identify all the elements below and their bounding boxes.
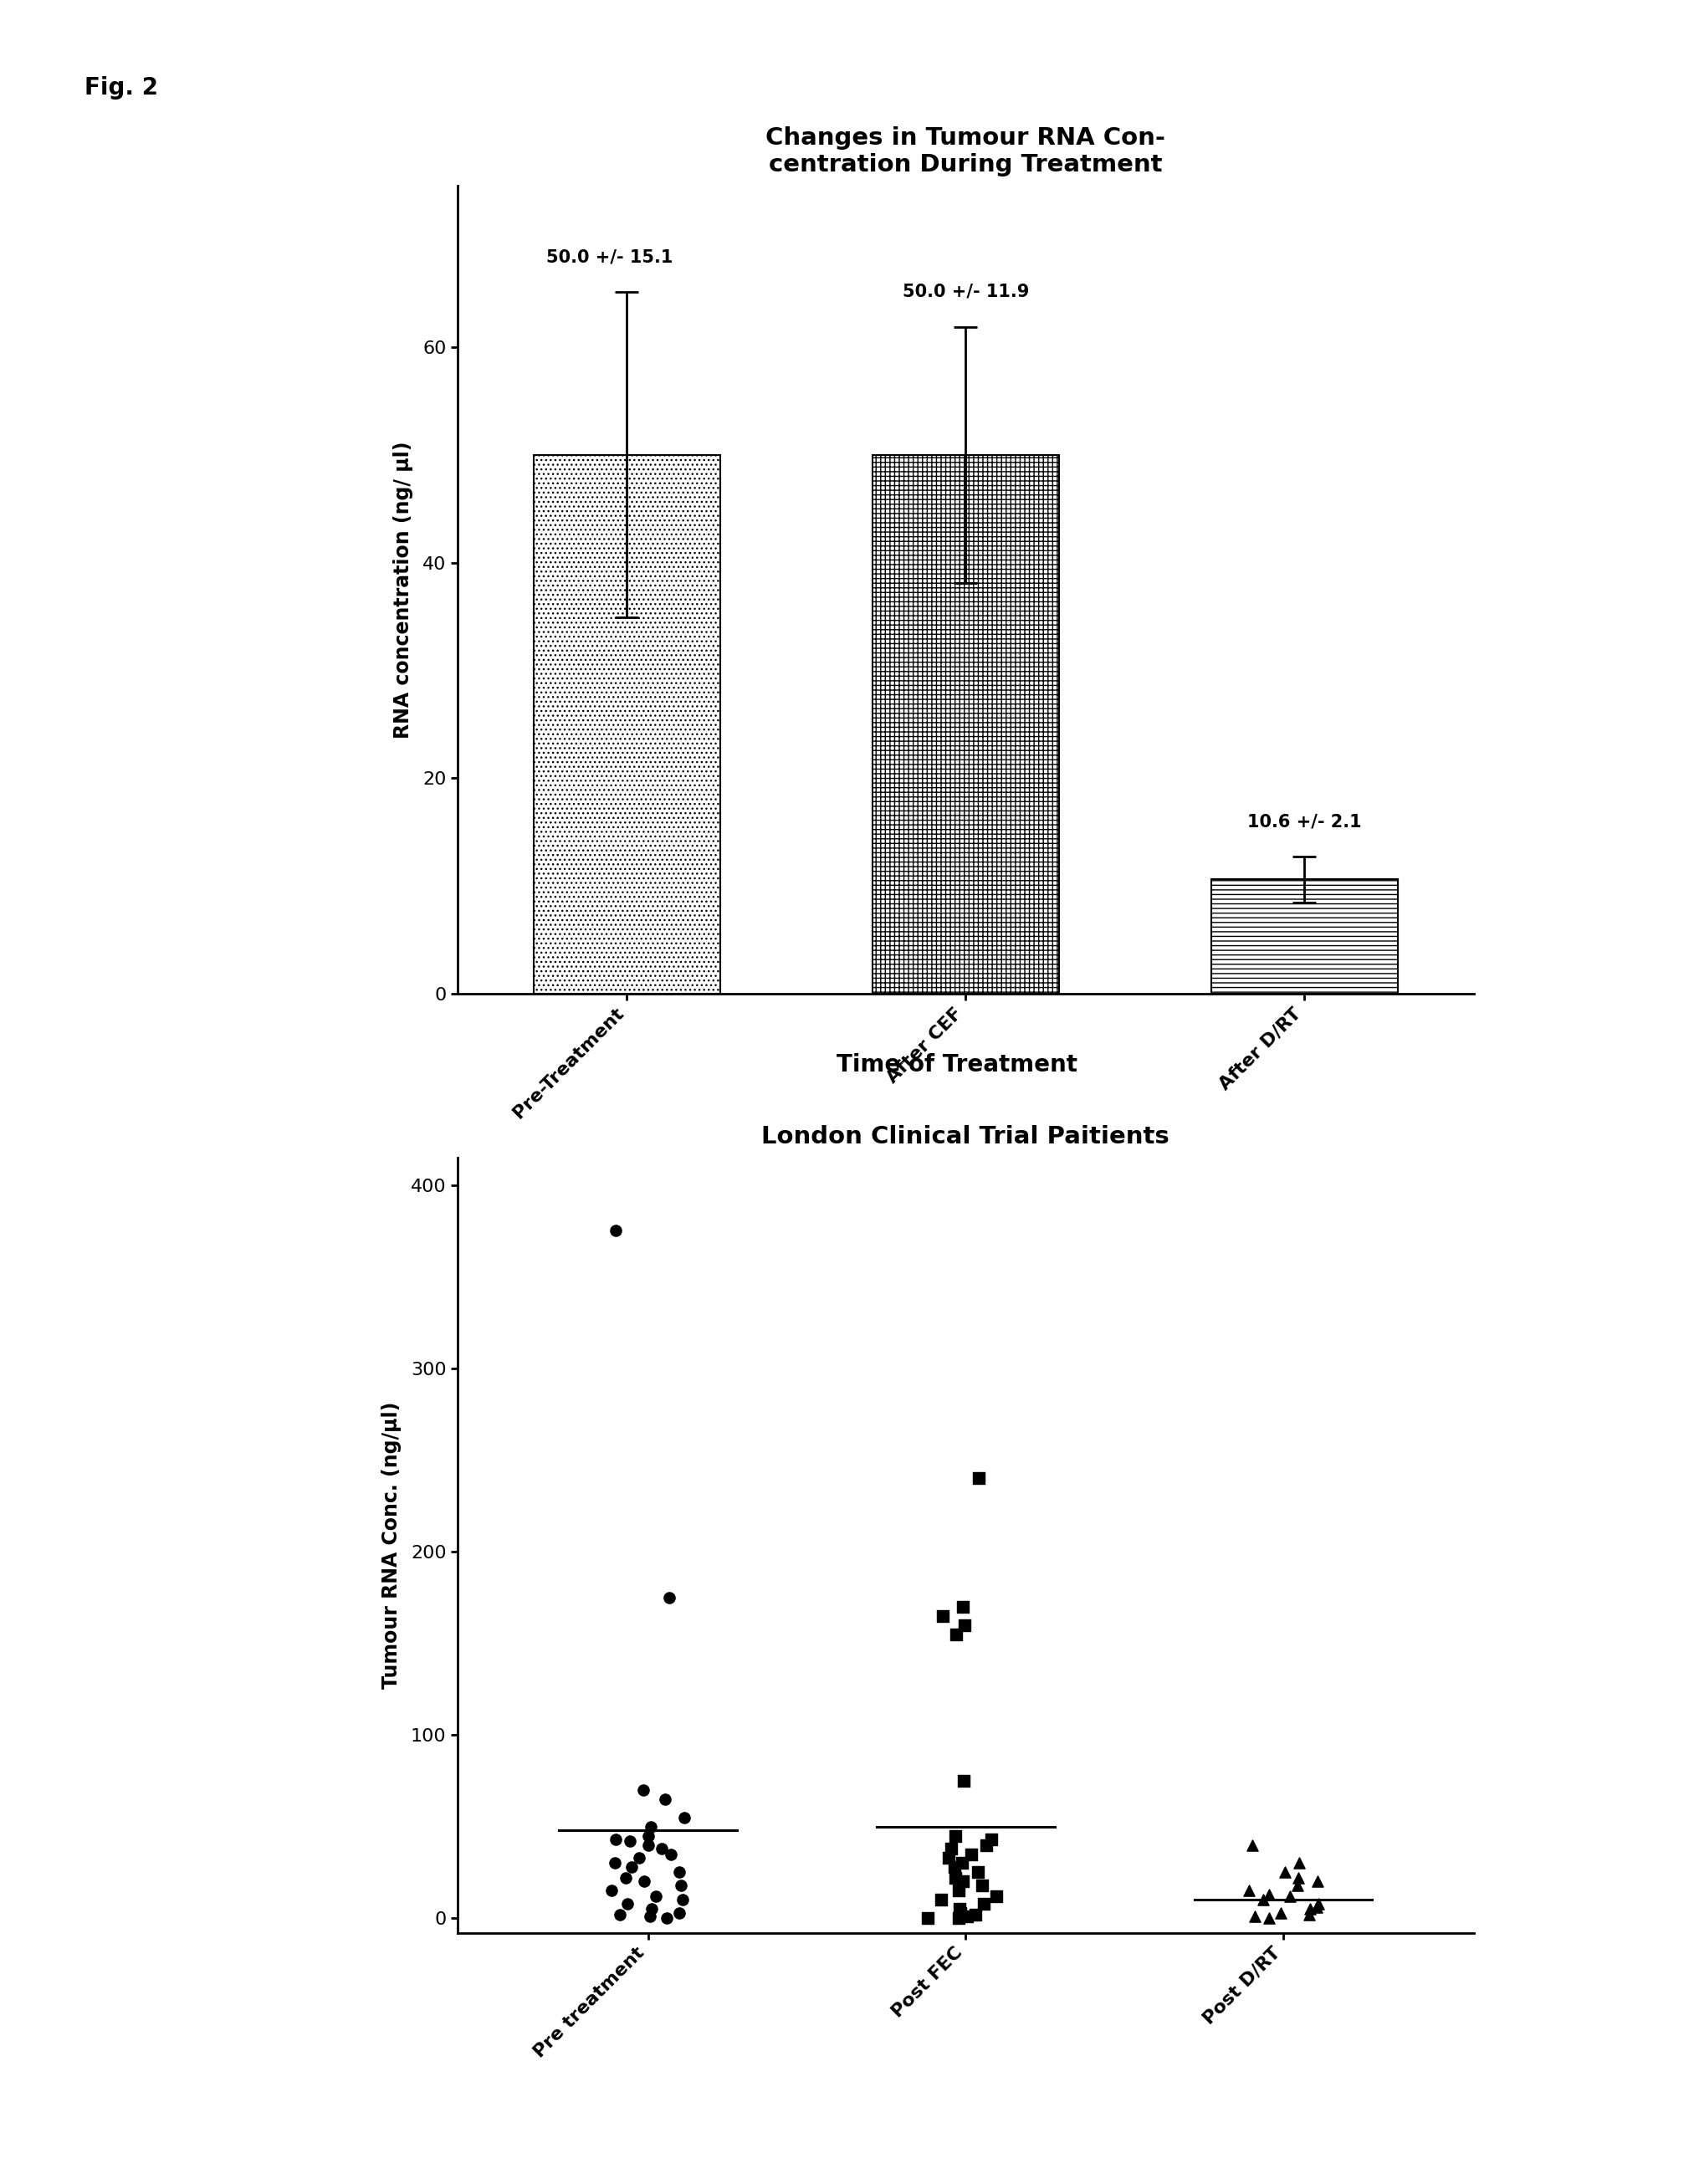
Point [598,1874,625,1909]
Title: London Clinical Trial Paitients: London Clinical Trial Paitients [762,1125,1169,1149]
Point [977,1821,1005,1856]
Bar [872,454,1059,994]
Point [969,1867,996,1902]
Point [1255,1900,1282,1935]
Point [928,1883,955,1918]
Point [964,1854,991,1889]
Point [630,1773,657,1808]
Point [642,1878,669,1913]
Point [942,1861,969,1896]
Point [962,1898,989,1933]
Point [667,1867,695,1902]
Point [635,1819,662,1854]
Text: 50.0 +/- 11.9: 50.0 +/- 11.9 [903,284,1028,299]
Bar [534,454,720,994]
Point [1284,1861,1311,1896]
Point [637,1808,664,1843]
Text: 50.0 +/- 15.1: 50.0 +/- 15.1 [547,249,673,266]
Point [942,1616,969,1651]
Point [983,1878,1010,1913]
Point [1272,1854,1299,1889]
Point [954,1898,981,1933]
Point [957,1837,984,1872]
Point [1286,1845,1313,1880]
Text: Fig. 2: Fig. 2 [85,76,158,100]
Point [634,1828,661,1863]
Point [942,1819,969,1854]
Point [1284,1867,1311,1902]
Point [625,1841,652,1876]
Point [613,1861,640,1896]
Point [949,1865,976,1900]
Point [950,1762,977,1797]
Point [652,1782,679,1817]
Point [601,1214,628,1249]
Text: 10.6 +/- 2.1: 10.6 +/- 2.1 [1247,812,1362,830]
Point [656,1579,683,1614]
Point [657,1837,684,1872]
Point [601,1845,628,1880]
Point [1242,1898,1269,1933]
Point [666,1896,693,1931]
Point [613,1887,640,1922]
Y-axis label: RNA concentration (ng/ μl): RNA concentration (ng/ μl) [393,441,413,738]
Point [1277,1878,1304,1913]
Point [649,1830,676,1865]
Point [950,1590,977,1625]
Point [947,1891,974,1926]
Point [637,1898,664,1933]
Point [618,1850,645,1885]
Point [654,1900,681,1935]
Point [949,1845,976,1880]
Point [1296,1898,1323,1933]
Point [601,1821,628,1856]
Point [945,1900,972,1935]
Bar [1211,880,1398,994]
Point [947,1896,974,1931]
Point [1250,1883,1277,1918]
Point [1304,1887,1331,1922]
Y-axis label: Tumour RNA Conc. (ng/μl): Tumour RNA Conc. (ng/μl) [381,1402,401,1688]
Point [1267,1896,1294,1931]
Point [1304,1889,1331,1924]
Point [938,1830,966,1865]
Point [606,1898,634,1933]
Point [639,1891,666,1926]
Point [915,1900,942,1935]
Point [966,1461,993,1496]
Title: Changes in Tumour RNA Con-
centration During Treatment: Changes in Tumour RNA Con- centration Du… [766,127,1165,177]
Point [935,1841,962,1876]
Point [617,1824,644,1859]
Point [972,1828,999,1863]
Point [1304,1865,1331,1900]
Point [1255,1876,1282,1911]
Point [940,1850,967,1885]
Point [930,1599,957,1634]
Point [945,1874,972,1909]
Point [671,1800,698,1835]
Point [666,1854,693,1889]
Point [952,1607,979,1642]
Point [971,1887,998,1922]
Point [630,1865,657,1900]
Point [1296,1891,1323,1926]
Point [1235,1874,1262,1909]
Text: Time of Treatment: Time of Treatment [837,1053,1077,1077]
Point [669,1883,696,1918]
Point [1238,1828,1265,1863]
